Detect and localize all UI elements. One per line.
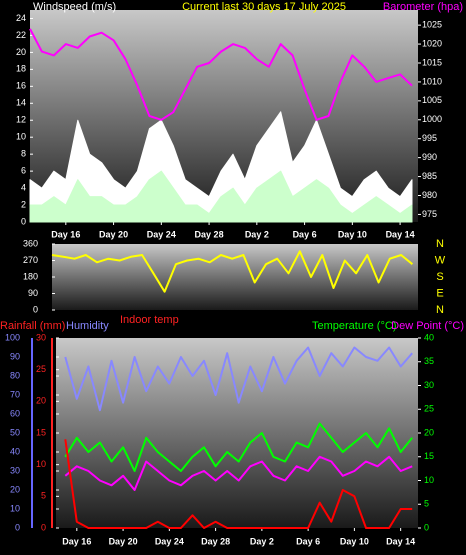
y-tick-label: 10 xyxy=(10,503,20,513)
compass-label: N xyxy=(436,304,444,316)
y-tick-label: 1015 xyxy=(422,57,442,67)
line xyxy=(29,28,413,121)
y-tick-label: 5 xyxy=(424,499,429,509)
rain-label: Rainfall (mm) xyxy=(0,320,65,332)
y-tick-label: 25 xyxy=(36,364,46,374)
y-tick-label: 35 xyxy=(424,356,434,366)
y-tick-label: 40 xyxy=(424,332,434,342)
x-tick-label: Day 28 xyxy=(201,536,230,546)
x-tick-label: Day 24 xyxy=(147,229,176,239)
compass-label: N xyxy=(436,238,444,250)
y-tick-label: 15 xyxy=(424,451,434,461)
y-tick-label: 270 xyxy=(23,255,38,265)
y-tick-label: 985 xyxy=(422,171,437,181)
y-tick-label: 20 xyxy=(16,47,26,57)
line xyxy=(64,455,413,491)
x-tick-label: Day 2 xyxy=(250,536,274,546)
dew-label: Dew Point (°C) xyxy=(391,320,464,332)
x-tick-label: Day 6 xyxy=(293,229,317,239)
y-tick-label: 30 xyxy=(424,380,434,390)
y-tick-label: 24 xyxy=(16,13,26,23)
y-tick-label: 16 xyxy=(16,81,26,91)
y-tick-label: 1020 xyxy=(422,38,442,48)
indoor-label: Indoor temp xyxy=(120,314,179,326)
y-tick-label: 22 xyxy=(16,30,26,40)
x-tick-label: Day 20 xyxy=(99,229,128,239)
plot-bg xyxy=(52,244,418,310)
y-tick-label: 990 xyxy=(422,152,437,162)
x-tick-label: Day 14 xyxy=(386,229,415,239)
y-tick-label: 90 xyxy=(10,351,20,361)
y-tick-label: 12 xyxy=(16,115,26,125)
y-tick-label: 5 xyxy=(41,491,46,501)
y-tick-label: 0 xyxy=(424,522,429,532)
y-tick-label: 995 xyxy=(422,133,437,143)
compass-label: W xyxy=(435,254,446,266)
chart-title: Current last 30 days 17 July 2025 xyxy=(182,1,346,13)
y-tick-label: 0 xyxy=(41,522,46,532)
line xyxy=(64,439,413,529)
x-tick-label: Day 16 xyxy=(51,229,80,239)
y-tick-label: 0 xyxy=(21,216,26,226)
baro-label: Barometer (hpa) xyxy=(383,1,463,13)
plot-bg xyxy=(56,338,418,528)
y-tick-label: 1005 xyxy=(422,95,442,105)
x-tick-label: Day 16 xyxy=(62,536,91,546)
y-tick-label: 90 xyxy=(28,288,38,298)
y-tick-label: 1000 xyxy=(422,114,442,124)
x-tick-label: Day 28 xyxy=(195,229,224,239)
y-tick-label: 15 xyxy=(36,427,46,437)
y-tick-label: 70 xyxy=(10,389,20,399)
y-tick-label: 10 xyxy=(424,475,434,485)
humidity-label: Humidity xyxy=(66,320,109,332)
y-tick-label: 80 xyxy=(10,370,20,380)
y-tick-label: 18 xyxy=(16,64,26,74)
y-tick-label: 20 xyxy=(10,484,20,494)
y-tick-label: 20 xyxy=(424,427,434,437)
temp-label: Temperature (°C) xyxy=(312,320,396,332)
y-tick-label: 50 xyxy=(10,427,20,437)
x-tick-label: Day 14 xyxy=(386,536,415,546)
y-tick-label: 8 xyxy=(21,149,26,159)
y-tick-label: 2 xyxy=(21,199,26,209)
line xyxy=(51,250,414,293)
y-tick-label: 4 xyxy=(21,182,26,192)
y-tick-label: 30 xyxy=(10,465,20,475)
compass-label: S xyxy=(436,271,443,283)
y-tick-label: 30 xyxy=(36,332,46,342)
y-tick-label: 20 xyxy=(36,396,46,406)
line xyxy=(64,346,413,412)
x-tick-label: Day 6 xyxy=(296,536,320,546)
y-tick-label: 10 xyxy=(16,132,26,142)
y-tick-label: 40 xyxy=(10,446,20,456)
y-tick-label: 360 xyxy=(23,238,38,248)
y-tick-label: 1010 xyxy=(422,76,442,86)
y-tick-label: 10 xyxy=(36,459,46,469)
y-tick-label: 100 xyxy=(5,332,20,342)
x-tick-label: Day 2 xyxy=(245,229,269,239)
wind-label: Windspeed (m/s) xyxy=(33,1,116,13)
y-tick-label: 975 xyxy=(422,209,437,219)
y-tick-label: 14 xyxy=(16,98,26,108)
y-tick-label: 60 xyxy=(10,408,20,418)
line xyxy=(64,422,413,472)
x-tick-label: Day 10 xyxy=(338,229,367,239)
y-tick-label: 1025 xyxy=(422,20,442,30)
compass-label: E xyxy=(436,287,443,299)
x-tick-label: Day 10 xyxy=(340,536,369,546)
y-tick-label: 0 xyxy=(33,304,38,314)
y-tick-label: 180 xyxy=(23,271,38,281)
y-tick-label: 6 xyxy=(21,165,26,175)
x-tick-label: Day 20 xyxy=(109,536,138,546)
x-tick-label: Day 24 xyxy=(155,536,184,546)
y-tick-label: 980 xyxy=(422,190,437,200)
y-tick-label: 0 xyxy=(15,522,20,532)
area xyxy=(29,170,413,223)
y-tick-label: 25 xyxy=(424,404,434,414)
